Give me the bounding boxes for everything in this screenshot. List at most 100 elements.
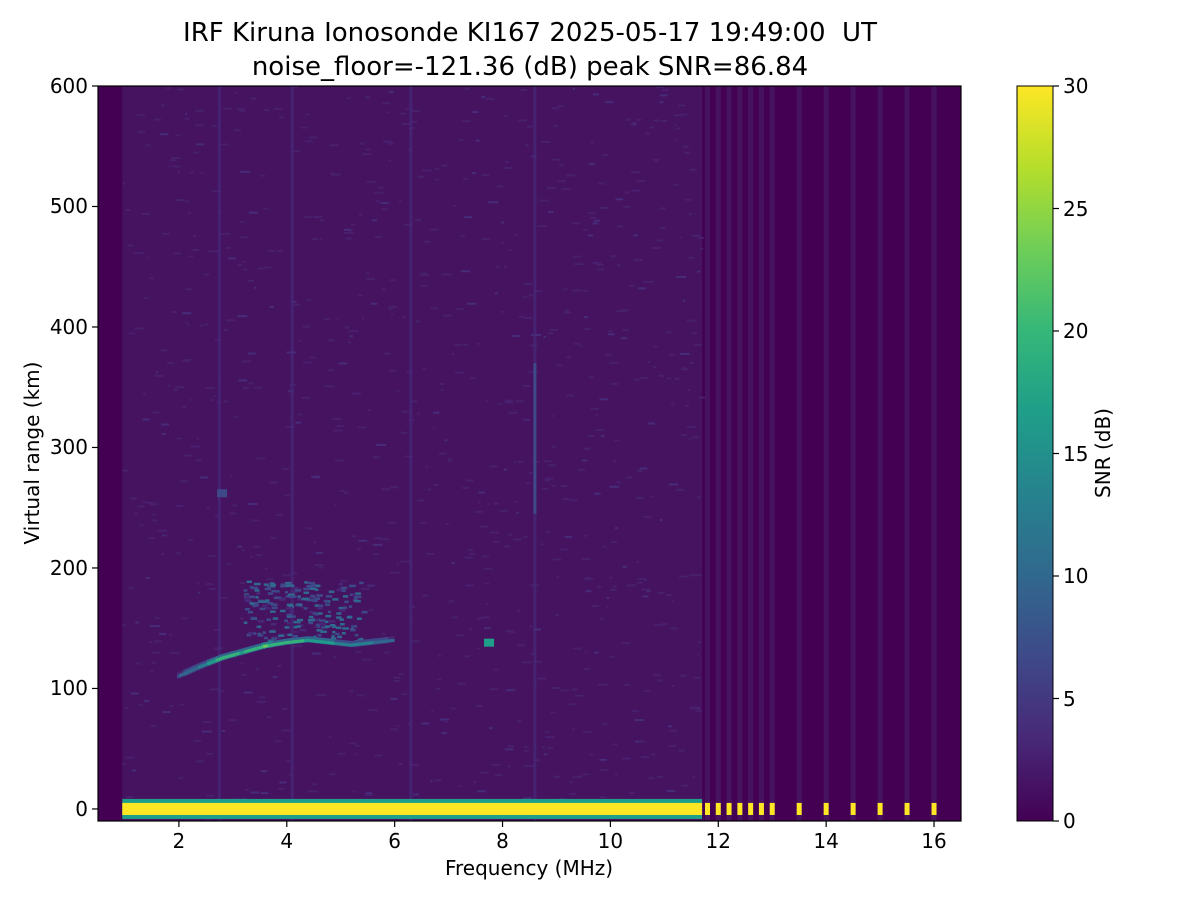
- y-tick-label: 500: [49, 194, 88, 219]
- noise-cell: [680, 434, 688, 437]
- noise-cell: [600, 796, 607, 799]
- diffuse-echo-cell: [269, 630, 276, 633]
- diffuse-echo-cell: [297, 595, 301, 598]
- noise-cell: [365, 792, 373, 795]
- noise-cell: [379, 538, 389, 541]
- noise-cell: [504, 545, 510, 548]
- diffuse-echo-cell: [355, 592, 361, 595]
- noise-cell: [308, 136, 317, 139]
- diffuse-echo-cell: [297, 603, 303, 607]
- noise-cell: [356, 694, 366, 697]
- noise-cell: [589, 753, 594, 756]
- noise-cell: [293, 303, 300, 306]
- noise-cell: [463, 178, 469, 181]
- noise-cell: [490, 465, 498, 468]
- noise-cell: [629, 792, 635, 795]
- noise-cell: [348, 690, 354, 693]
- diffuse-echo-cell: [311, 596, 317, 600]
- noise-cell: [614, 439, 620, 442]
- noise-cell: [264, 266, 273, 269]
- noise-cell: [548, 464, 556, 467]
- noise-cell: [241, 549, 245, 552]
- discrete-channel: [877, 86, 883, 821]
- noise-cell: [381, 488, 391, 491]
- noise-cell: [167, 385, 170, 388]
- noise-cell: [380, 202, 389, 205]
- noise-cell: [471, 111, 479, 114]
- noise-cell: [388, 369, 397, 372]
- diffuse-echo-cell: [307, 619, 315, 622]
- echo-trace-cell: [319, 640, 324, 644]
- noise-cell: [203, 273, 210, 276]
- noise-cell: [366, 278, 375, 281]
- noise-cell: [675, 139, 678, 142]
- noise-cell: [205, 583, 214, 586]
- noise-cell: [453, 204, 457, 207]
- noise-cell: [585, 577, 592, 580]
- diffuse-echo-cell: [303, 591, 310, 595]
- echo-trace-cell: [271, 643, 276, 647]
- noise-cell: [422, 594, 429, 597]
- noise-cell: [282, 467, 289, 470]
- noise-cell: [607, 330, 613, 333]
- noise-cell: [466, 302, 477, 305]
- echo-trace-cell: [390, 639, 395, 643]
- diffuse-echo-cell: [271, 589, 276, 593]
- noise-cell: [375, 200, 380, 203]
- noise-cell: [367, 409, 371, 412]
- echo-trace-cell: [239, 651, 244, 655]
- echo-trace-cell: [323, 640, 328, 644]
- echo-trace-cell: [176, 674, 181, 678]
- noise-cell: [471, 172, 477, 175]
- discrete-channel: [715, 86, 721, 821]
- noise-cell: [193, 151, 200, 154]
- diffuse-echo-cell: [325, 614, 332, 618]
- y-tick-label: 300: [49, 435, 88, 460]
- noise-cell: [634, 719, 644, 722]
- noise-cell: [665, 331, 672, 334]
- noise-cell: [247, 279, 254, 282]
- echo-trace-cell: [381, 639, 386, 643]
- diffuse-echo-cell: [296, 618, 304, 622]
- noise-cell: [491, 763, 501, 766]
- noise-cell: [149, 625, 160, 628]
- noise-cell: [372, 552, 380, 555]
- noise-cell: [327, 339, 335, 342]
- discrete-channel: [737, 86, 743, 821]
- noise-cell: [135, 621, 139, 624]
- y-tick-label: 0: [75, 796, 88, 821]
- noise-cell: [622, 565, 628, 568]
- noise-cell: [583, 328, 591, 331]
- diffuse-echo-cell: [315, 625, 320, 628]
- noise-cell: [339, 489, 346, 492]
- noise-cell: [622, 329, 629, 332]
- noise-cell: [181, 405, 187, 408]
- noise-cell: [365, 148, 371, 151]
- noise-cell: [594, 492, 601, 495]
- echo-trace-cell: [224, 655, 229, 659]
- noise-cell: [501, 241, 505, 244]
- noise-cell: [657, 679, 664, 682]
- colorbar-tick-label: 20: [1063, 319, 1089, 343]
- noise-cell: [688, 213, 693, 216]
- noise-cell: [440, 389, 444, 392]
- noise-cell: [583, 316, 588, 319]
- noise-cell: [680, 674, 687, 677]
- diffuse-echo-cell: [280, 583, 288, 587]
- diffuse-echo-cell: [354, 633, 359, 637]
- noise-cell: [199, 324, 204, 327]
- noise-cell: [420, 284, 428, 287]
- echo-trace-cell: [327, 641, 332, 645]
- noise-cell: [432, 427, 435, 430]
- noise-cell: [336, 425, 345, 428]
- noise-cell: [266, 716, 272, 719]
- diffuse-echo-cell: [354, 595, 362, 599]
- noise-cell: [602, 545, 607, 548]
- noise-cell: [278, 787, 285, 790]
- noise-cell: [624, 191, 630, 194]
- noise-cell: [388, 305, 398, 308]
- noise-cell: [437, 654, 442, 657]
- diffuse-echo-cell: [263, 583, 269, 586]
- noise-cell: [325, 385, 335, 388]
- diffuse-echo-cell: [338, 606, 344, 610]
